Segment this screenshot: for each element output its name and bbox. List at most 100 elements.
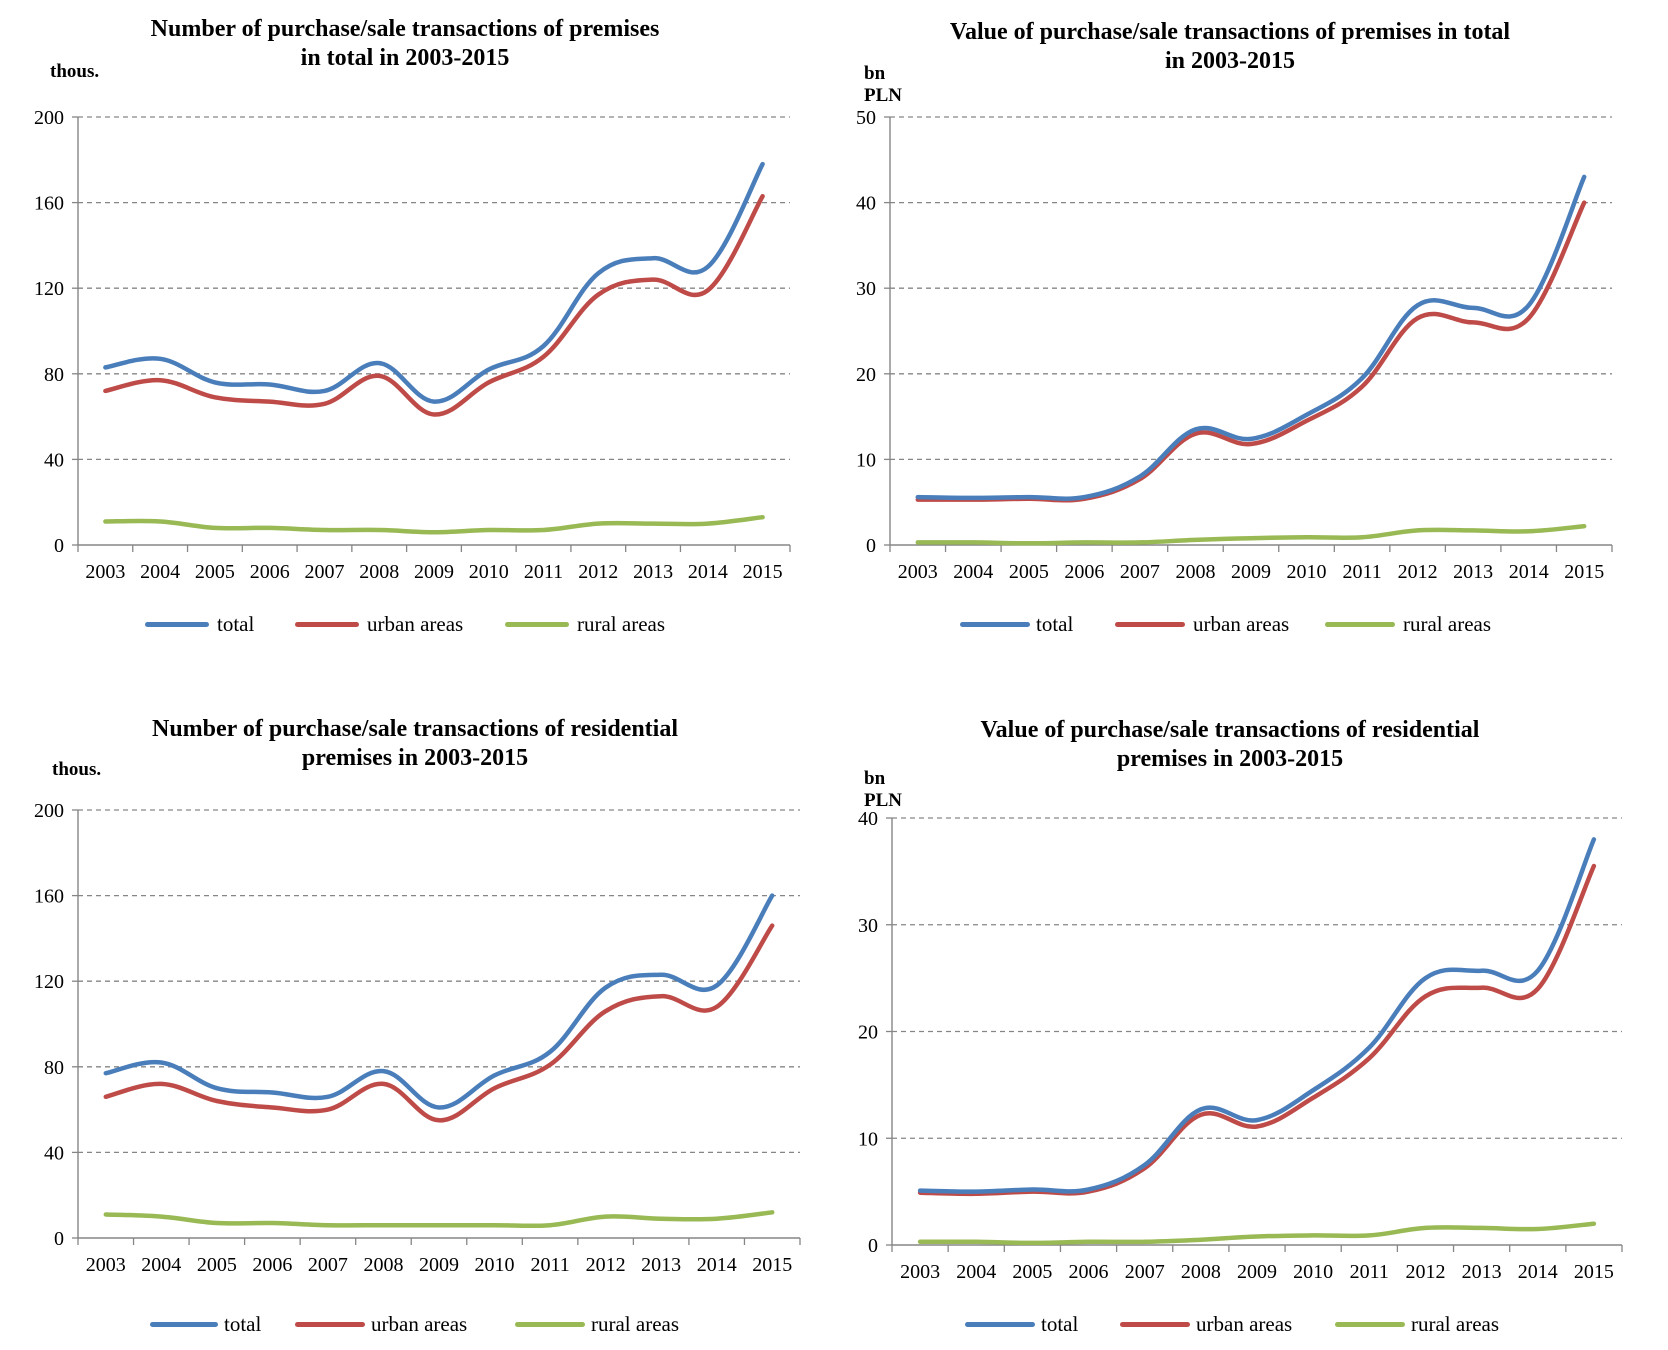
series-line-rural	[103, 1210, 775, 1229]
x-tick-label: 2003	[86, 1254, 126, 1276]
y-tick-label: 40	[858, 808, 878, 830]
x-tick-label: 2005	[197, 1254, 237, 1276]
legend-swatch-total	[960, 622, 1030, 627]
chart-title: Value of purchase/sale transactions of r…	[880, 716, 1580, 774]
y-tick-label: 40	[856, 193, 876, 215]
chart-title-line: in total in 2003-2015	[300, 45, 510, 71]
x-tick-label: 2015	[752, 1254, 792, 1276]
y-tick-label: 10	[858, 1128, 878, 1150]
x-tick-label: 2008	[1181, 1261, 1221, 1283]
series-line-rural	[103, 514, 765, 535]
y-tick-label: 200	[34, 800, 64, 822]
series-line-total	[103, 893, 775, 1110]
x-tick-label: 2004	[141, 1254, 181, 1276]
x-tick-label: 2014	[688, 561, 728, 583]
y-tick-label: 0	[866, 535, 876, 557]
series-line-urban	[103, 193, 765, 417]
legend: total urban areas rural areas	[960, 610, 1520, 640]
x-tick-label: 2011	[524, 561, 563, 583]
x-tick-label: 2007	[1125, 1261, 1165, 1283]
series-line-total	[917, 837, 1597, 1194]
y-tick-label: 200	[34, 107, 64, 129]
y-tick-label: 160	[34, 886, 64, 908]
y-axis-unit: thous.	[50, 61, 100, 82]
y-tick-label: 80	[44, 364, 64, 386]
legend-label: total	[1036, 612, 1074, 636]
x-tick-label: 2013	[641, 1254, 681, 1276]
legend-label: rural areas	[591, 1312, 680, 1336]
x-tick-label: 2003	[898, 561, 938, 583]
chart-title-line: Value of purchase/sale transactions of r…	[980, 717, 1480, 743]
x-tick-label: 2010	[475, 1254, 515, 1276]
legend-swatch-rural	[1325, 622, 1395, 627]
y-tick-label: 160	[34, 193, 64, 215]
chart-title-line: in 2003-2015	[1164, 48, 1295, 74]
legend-swatch-total	[150, 1322, 218, 1327]
series-line-urban	[103, 923, 775, 1123]
x-tick-label: 2012	[578, 561, 618, 583]
y-tick-label: 120	[34, 971, 64, 993]
legend-label: rural areas	[1411, 1312, 1500, 1336]
x-tick-label: 2014	[1518, 1261, 1558, 1283]
x-tick-label: 2003	[900, 1261, 940, 1283]
legend-label: urban areas	[367, 612, 464, 636]
x-tick-label: 2007	[304, 561, 344, 583]
x-tick-label: 2009	[1237, 1261, 1277, 1283]
chart-title: Value of purchase/sale transactions of p…	[870, 18, 1590, 76]
legend-swatch-urban	[295, 1322, 365, 1327]
chart-title: Number of purchase/sale transactions of …	[60, 15, 750, 73]
chart-title: Number of purchase/sale transactions of …	[70, 715, 760, 773]
series-line-urban	[915, 200, 1587, 503]
y-tick-label: 20	[858, 1022, 878, 1044]
x-tick-label: 2010	[469, 561, 509, 583]
x-tick-label: 2007	[308, 1254, 348, 1276]
x-tick-label: 2003	[85, 561, 125, 583]
y-axis-unit: bn PLN	[864, 768, 902, 811]
y-tick-label: 50	[856, 107, 876, 129]
y-tick-label: 80	[44, 1057, 64, 1079]
x-tick-label: 2010	[1293, 1261, 1333, 1283]
legend-label: total	[217, 612, 255, 636]
x-tick-label: 2011	[1350, 1261, 1389, 1283]
legend-swatch-urban	[295, 622, 359, 627]
legend-swatch-total	[965, 1322, 1035, 1327]
series-line-total	[103, 161, 765, 404]
y-tick-label: 40	[44, 1142, 64, 1164]
chart-title-line: Number of purchase/sale transactions of …	[152, 716, 678, 742]
x-tick-label: 2015	[743, 561, 783, 583]
x-tick-label: 2006	[1069, 1261, 1109, 1283]
legend-swatch-rural	[515, 1322, 585, 1327]
x-tick-label: 2009	[419, 1254, 459, 1276]
chart-title-line: premises in 2003-2015	[1116, 746, 1344, 772]
legend-label: total	[224, 1312, 262, 1336]
chart-title-line: Value of purchase/sale transactions of p…	[949, 19, 1511, 45]
x-tick-label: 2008	[363, 1254, 403, 1276]
x-tick-label: 2014	[1509, 561, 1549, 583]
y-tick-label: 0	[54, 1228, 64, 1250]
x-tick-label: 2004	[140, 561, 180, 583]
legend-swatch-rural	[505, 622, 569, 627]
line-chart: 0 10 20 30 40 50 2003 2004 2005 2006 2007 2008 2009 2…	[856, 107, 1613, 583]
y-tick-label: 20	[856, 364, 876, 386]
x-tick-label: 2013	[1462, 1261, 1502, 1283]
line-chart: 0 10 20 30 40 2003 2004 2005 2006 2007 2008 2009 201…	[858, 808, 1623, 1283]
legend-label: urban areas	[1196, 1312, 1293, 1336]
legend-label: total	[1041, 1312, 1079, 1336]
x-tick-label: 2004	[956, 1261, 996, 1283]
series-line-rural	[915, 523, 1587, 546]
x-tick-label: 2012	[586, 1254, 626, 1276]
x-tick-label: 2013	[633, 561, 673, 583]
x-tick-label: 2011	[1342, 561, 1381, 583]
y-tick-label: 0	[868, 1235, 878, 1257]
series-line-urban	[917, 863, 1597, 1197]
x-tick-label: 2007	[1120, 561, 1160, 583]
legend: total urban areas rural areas	[965, 1310, 1525, 1340]
y-tick-label: 30	[856, 278, 876, 300]
x-tick-label: 2015	[1574, 1261, 1614, 1283]
line-chart: 0 40 80 120 160 200 2003 2004 2005 2006 2007 2008 20…	[34, 107, 791, 583]
legend-swatch-urban	[1120, 1322, 1190, 1327]
x-tick-label: 2015	[1564, 561, 1604, 583]
legend: total urban areas rural areas	[145, 610, 705, 640]
x-tick-label: 2012	[1405, 1261, 1445, 1283]
y-tick-label: 40	[44, 449, 64, 471]
